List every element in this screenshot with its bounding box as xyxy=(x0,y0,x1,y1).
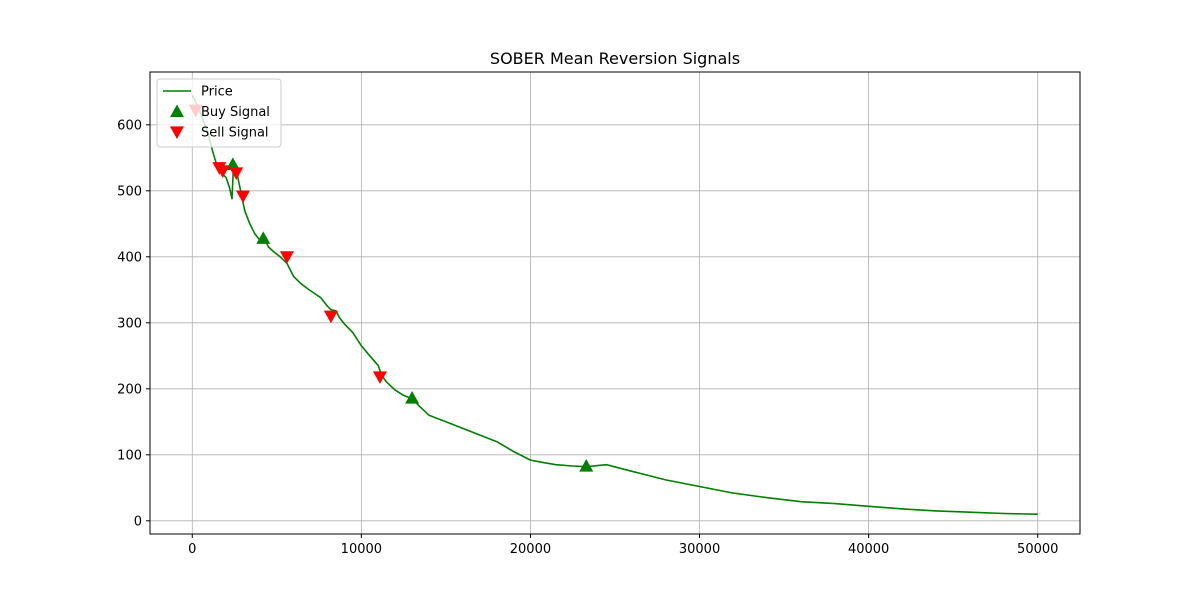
y-tick-label: 200 xyxy=(117,382,142,397)
x-tick-label: 10000 xyxy=(341,542,382,557)
grid xyxy=(150,72,1080,534)
buy-signal-marker xyxy=(405,391,420,404)
legend-label: Price xyxy=(201,85,233,100)
sell-signal-marker xyxy=(215,165,230,178)
y-tick-label: 600 xyxy=(117,118,142,133)
y-tick-label: 500 xyxy=(117,184,142,199)
x-tick-label: 20000 xyxy=(510,542,551,557)
y-tick-label: 0 xyxy=(134,514,142,529)
ticks: 0 10000 20000 30000 40000 50000 0 100 200 300 400 5… xyxy=(117,118,1058,557)
legend-label: Buy Signal xyxy=(201,105,270,120)
x-tick-label: 0 xyxy=(188,542,196,557)
y-tick-label: 400 xyxy=(117,250,142,265)
legend-label: Sell Signal xyxy=(201,126,269,141)
legend-box xyxy=(156,78,282,148)
x-tick-label: 50000 xyxy=(1017,542,1058,557)
legend-buy-swatch xyxy=(170,104,184,118)
price-line xyxy=(191,94,1038,515)
sell-signal-marker xyxy=(236,190,250,204)
sell-signal-marker xyxy=(323,310,338,324)
legend: Price Buy Signal Sell Signal xyxy=(156,78,282,148)
sell-signal-marker xyxy=(279,251,294,264)
y-tick-label: 300 xyxy=(117,316,142,331)
x-tick-label: 40000 xyxy=(848,542,889,557)
y-tick-label: 100 xyxy=(117,448,142,463)
chart-title: SOBER Mean Reversion Signals xyxy=(490,49,740,68)
buy-signal-marker xyxy=(579,459,594,472)
sell-signal-marker xyxy=(372,371,387,384)
plot-frame xyxy=(149,71,1081,535)
buy-signal-marker xyxy=(225,157,240,170)
x-tick-label: 30000 xyxy=(679,542,720,557)
legend-sell-swatch xyxy=(170,126,184,139)
series-layer xyxy=(188,94,1038,515)
sell-signal-marker xyxy=(229,167,244,180)
buy-signal-marker xyxy=(256,231,271,244)
